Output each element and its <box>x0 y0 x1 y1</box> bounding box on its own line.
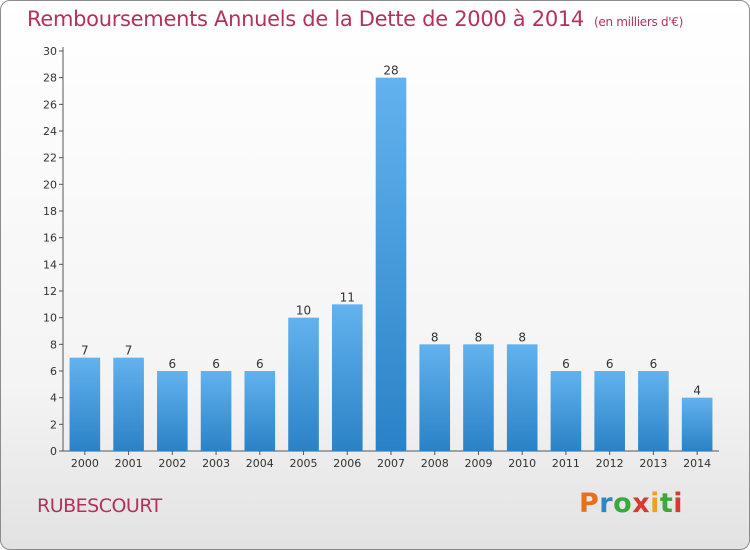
bar-2000 <box>69 357 101 451</box>
y-tick-label: 16 <box>43 232 57 245</box>
bar-2006 <box>331 304 363 451</box>
x-tick-label-2002: 2002 <box>158 457 186 470</box>
data-label-2008: 8 <box>431 330 439 344</box>
data-label-2004: 6 <box>256 357 264 371</box>
x-tick-label-2008: 2008 <box>421 457 449 470</box>
bar-2005 <box>288 317 319 451</box>
y-tick-label: 2 <box>50 418 57 431</box>
bar-2007 <box>375 77 407 452</box>
bar-2014 <box>681 397 713 451</box>
y-tick-label: 14 <box>43 258 57 271</box>
y-tick-label: 10 <box>43 312 57 325</box>
bar-2003 <box>200 371 232 451</box>
y-tick-label: 12 <box>43 285 57 298</box>
bar-2012 <box>594 371 625 451</box>
chart-unit: (en milliers d'€) <box>594 15 684 29</box>
data-label-2000: 7 <box>81 344 89 358</box>
x-tick-label-2013: 2013 <box>639 457 667 470</box>
x-tick-label-2009: 2009 <box>464 457 492 470</box>
x-tick-label-2005: 2005 <box>290 457 318 470</box>
x-tick-label-2012: 2012 <box>596 457 624 470</box>
data-label-2007: 28 <box>383 64 398 78</box>
x-tick-label-2014: 2014 <box>683 457 711 470</box>
data-label-2011: 6 <box>562 357 570 371</box>
chart-labels: 2000 7 2001 7 2002 6 2003 6 2004 6 2005 10 2006 11 200… <box>71 64 711 470</box>
y-tick-label: 30 <box>43 45 57 58</box>
data-label-2002: 6 <box>169 357 177 371</box>
chart-title-text: Remboursements Annuels de la Dette de 20… <box>27 7 584 31</box>
data-label-2001: 7 <box>125 344 133 358</box>
bar-2001 <box>113 357 144 451</box>
bar-2013 <box>638 371 669 451</box>
chart-bars <box>69 77 713 452</box>
data-label-2014: 4 <box>693 384 701 398</box>
x-tick-label-2003: 2003 <box>202 457 230 470</box>
town-name: RUBESCOURT <box>37 495 162 517</box>
y-tick-label: 8 <box>50 338 57 351</box>
y-tick-label: 22 <box>43 152 57 165</box>
data-label-2010: 8 <box>518 330 526 344</box>
y-tick-label: 26 <box>43 98 57 111</box>
data-label-2012: 6 <box>606 357 614 371</box>
x-tick-label-2011: 2011 <box>552 457 580 470</box>
y-tick-label: 24 <box>43 125 57 138</box>
data-label-2003: 6 <box>212 357 220 371</box>
bar-2011 <box>550 371 582 451</box>
data-label-2005: 10 <box>296 304 311 318</box>
x-tick-label-2010: 2010 <box>508 457 536 470</box>
x-tick-label-2001: 2001 <box>115 457 143 470</box>
x-tick-label-2006: 2006 <box>333 457 361 470</box>
y-tick-label: 6 <box>50 365 57 378</box>
bar-2010 <box>506 344 538 451</box>
data-label-2009: 8 <box>475 330 483 344</box>
data-label-2006: 11 <box>340 290 355 304</box>
x-tick-label-2004: 2004 <box>246 457 274 470</box>
bar-2009 <box>463 344 494 451</box>
data-label-2013: 6 <box>650 357 658 371</box>
proxiti-logo: Proxiti <box>579 488 684 519</box>
bar-2002 <box>157 371 188 451</box>
y-tick-label: 28 <box>43 72 57 85</box>
y-tick-label: 18 <box>43 205 57 218</box>
y-tick-label: 4 <box>50 392 57 405</box>
x-tick-label-2007: 2007 <box>377 457 405 470</box>
bar-2004 <box>244 371 276 451</box>
y-tick-label: 0 <box>50 445 57 458</box>
y-tick-label: 20 <box>43 178 57 191</box>
chart-title: Remboursements Annuels de la Dette de 20… <box>27 7 683 31</box>
bar-2008 <box>419 344 451 451</box>
x-tick-label-2000: 2000 <box>71 457 99 470</box>
